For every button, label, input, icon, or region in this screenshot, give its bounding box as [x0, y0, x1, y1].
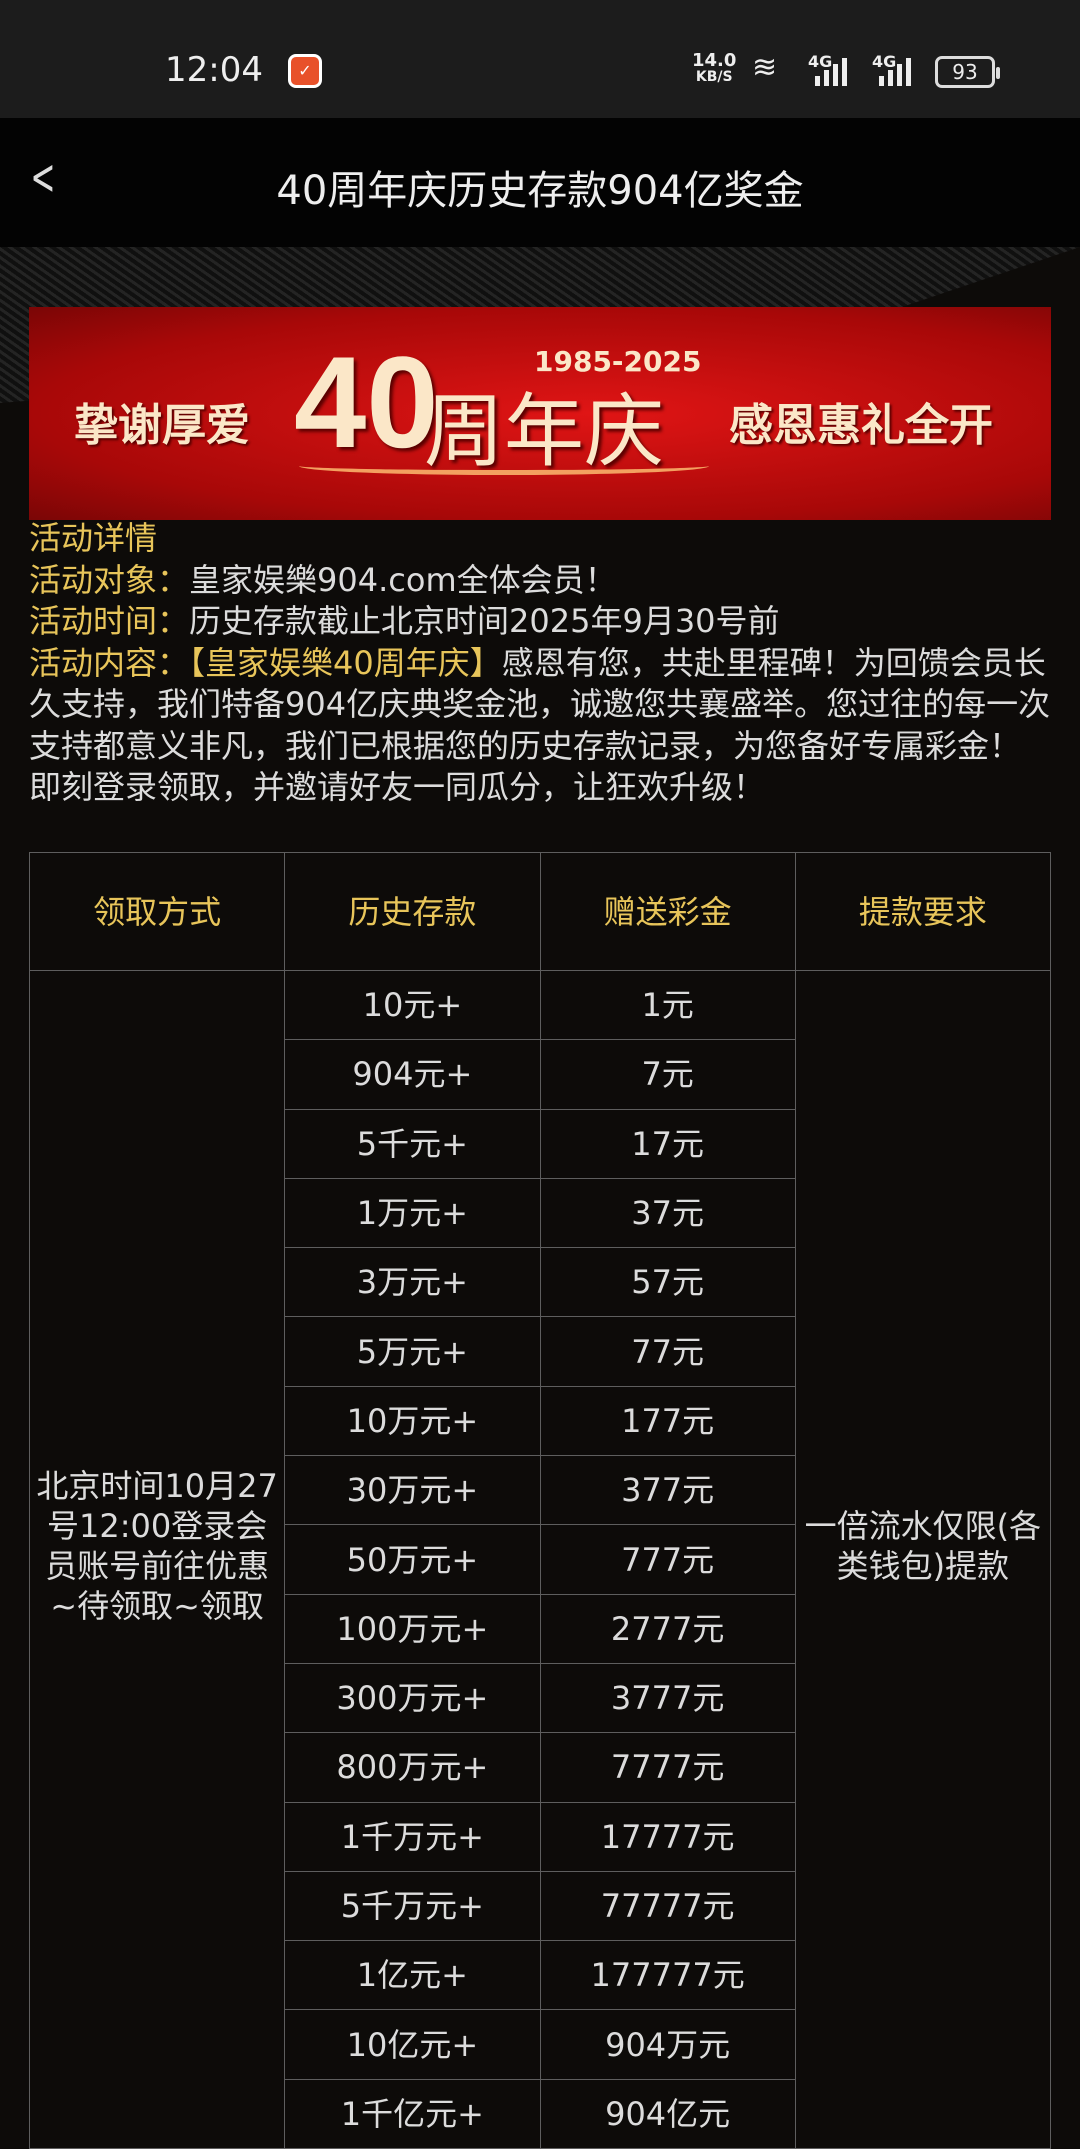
activity-details: 活动详情 活动对象：皇家娱樂904.com全体会员！ 活动时间：历史存款截止北京… [29, 518, 1059, 809]
table-row: 5万元+ 77元 [30, 1316, 1051, 1387]
clock: 12:04 [165, 50, 263, 90]
wifi-icon: ≋ [752, 50, 778, 85]
sim1-label: 4G [808, 52, 833, 71]
bonus-cell: 37元 [539, 1177, 796, 1249]
table-row: 904元+ 7元 [30, 1039, 1051, 1110]
target-label: 活动对象： [29, 560, 190, 599]
network-speed: 14.0 KB/S [692, 52, 736, 86]
battery-icon: 93 [935, 56, 1000, 88]
deposit-cell: 5万元+ [284, 1316, 541, 1387]
bonus-cell: 7777元 [539, 1732, 796, 1803]
bonus-cell: 17777元 [539, 1801, 796, 1872]
column-header: 历史存款 [284, 852, 541, 971]
table-row: 3万元+ 57元 [30, 1247, 1051, 1318]
bonus-table: 领取方式 历史存款 赠送彩金 提款要求 北京时间10月27号12:00登录会员账… [28, 852, 1052, 2149]
bonus-cell: 177777元 [539, 1940, 796, 2011]
deposit-cell: 30万元+ [284, 1455, 541, 1526]
bonus-cell: 77元 [539, 1316, 796, 1387]
deposit-cell: 10元+ [284, 969, 541, 1041]
banner-right-text: 感恩惠礼全开 [729, 400, 993, 451]
status-bar: 12:04 ✓ 14.0 KB/S ≋ 4G 4G 93 [0, 0, 1080, 118]
net-speed-unit: KB/S [695, 69, 733, 85]
bonus-cell: 2777元 [539, 1593, 796, 1664]
table-row: 1万元+ 37元 [30, 1177, 1051, 1249]
content-label: 活动内容： [29, 643, 190, 682]
app-notification-icon: ✓ [288, 54, 322, 88]
table-row: 300万元+ 3777元 [30, 1662, 1051, 1734]
column-header: 领取方式 [28, 852, 286, 971]
deposit-cell: 100万元+ [284, 1593, 541, 1664]
ribbon-decoration [299, 457, 709, 475]
signal-icon [815, 58, 847, 86]
deposit-cell: 1千亿元+ [284, 2078, 541, 2149]
back-arrow-icon[interactable]: < [30, 148, 56, 206]
time-label: 活动时间： [29, 602, 190, 640]
table-row: 5千万元+ 77777元 [30, 1870, 1051, 1942]
bonus-cell: 904亿元 [539, 2078, 796, 2149]
anniversary-banner[interactable]: 挚谢厚爱 40 周年庆 1985-2025 感恩惠礼全开 [29, 307, 1051, 520]
bonus-cell: 1元 [539, 969, 796, 1041]
nav-header: < 40周年庆历史存款904亿奖金 [0, 118, 1080, 247]
bonus-cell: 3777元 [539, 1662, 796, 1734]
target-line: 活动对象：皇家娱樂904.com全体会员！ [29, 560, 1059, 602]
column-header: 赠送彩金 [539, 852, 796, 971]
details-heading: 活动详情 [29, 519, 158, 557]
time-value: 历史存款截止北京时间2025年9月30号前 [189, 602, 780, 640]
banner-years: 1985-2025 [534, 345, 702, 378]
table-row: 10亿元+ 904万元 [30, 2009, 1051, 2080]
deposit-cell: 904元+ [284, 1039, 541, 1110]
withdraw-requirement-cell: 一倍流水仅限(各类钱包)提款 [794, 969, 1052, 2149]
content-value: 感恩有您，共赴里程碑！为回馈会员长久支持，我们特备904亿庆典奖金池，诚邀您共襄… [29, 643, 1051, 807]
table-row: 800万元+ 7777元 [30, 1732, 1051, 1803]
deposit-cell: 800万元+ [284, 1732, 541, 1803]
net-speed-value: 14.0 [692, 50, 737, 71]
bonus-cell: 17元 [539, 1108, 796, 1179]
table-row: 10万元+ 177元 [30, 1385, 1051, 1457]
table-row: 北京时间10月27号12:00登录会员账号前往优惠~待领取~领取 10元+ 1元 一倍… [28, 969, 1052, 2149]
deposit-cell: 10万元+ [284, 1385, 541, 1457]
time-line: 活动时间：历史存款截止北京时间2025年9月30号前 [29, 601, 1059, 643]
table-row: 100万元+ 2777元 [30, 1593, 1051, 1664]
table-row: 1千万元+ 17777元 [30, 1801, 1051, 1872]
bonus-cell: 7元 [539, 1039, 796, 1110]
deposit-cell: 5千万元+ [284, 1870, 541, 1942]
bonus-cell: 377元 [539, 1455, 796, 1526]
table-row: 1亿元+ 177777元 [30, 1940, 1051, 2011]
deposit-cell: 300万元+ [284, 1662, 541, 1734]
banner-left-text: 挚谢厚爱 [74, 400, 250, 451]
bonus-cell: 904万元 [539, 2009, 796, 2080]
deposit-cell: 10亿元+ [284, 2009, 541, 2080]
target-value: 皇家娱樂904.com全体会员！ [189, 560, 617, 599]
signal-icon [879, 58, 911, 86]
deposit-cell: 1万元+ [284, 1177, 541, 1249]
deposit-cell: 1亿元+ [284, 1940, 541, 2011]
bonus-cell: 77777元 [539, 1870, 796, 1942]
claim-method-cell: 北京时间10月27号12:00登录会员账号前往优惠~待领取~领取 [28, 969, 286, 2149]
sim2-label: 4G [872, 52, 897, 71]
table-row: 50万元+ 777元 [30, 1524, 1051, 1595]
page-title: 40周年庆历史存款904亿奖金 [276, 168, 804, 214]
bonus-cell: 177元 [539, 1385, 796, 1457]
deposit-cell: 5千元+ [284, 1108, 541, 1179]
deposit-cell: 3万元+ [284, 1247, 541, 1318]
bonus-cell: 777元 [539, 1524, 796, 1595]
deposit-cell: 50万元+ [284, 1524, 541, 1595]
bonus-cell: 57元 [539, 1247, 796, 1318]
deposit-cell: 1千万元+ [284, 1801, 541, 1872]
content-line: 活动内容：【皇家娱樂40周年庆】感恩有您，共赴里程碑！为回馈会员长久支持，我们特… [29, 643, 1051, 809]
table-row: 5千元+ 17元 [30, 1108, 1051, 1179]
banner-number: 40 [294, 329, 439, 475]
table-row: 30万元+ 377元 [30, 1455, 1051, 1526]
column-header: 提款要求 [794, 852, 1052, 971]
content-highlight: 【皇家娱樂40周年庆】 [189, 643, 502, 682]
